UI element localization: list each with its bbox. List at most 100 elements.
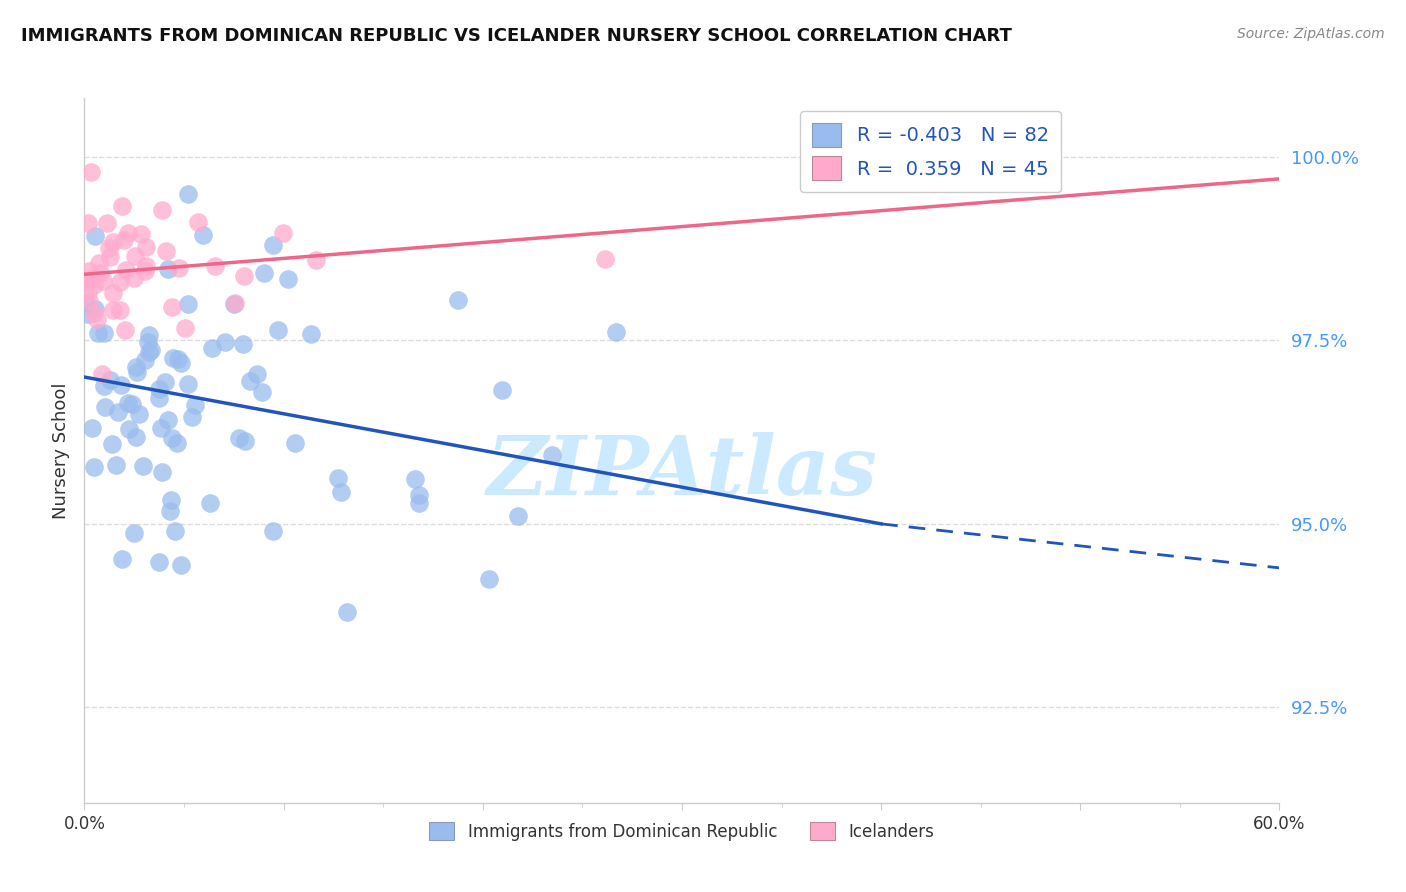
Point — [125, 430, 148, 444]
Point — [76, 216, 98, 230]
Point — [110, 199, 132, 213]
Y-axis label: Nursery School: Nursery School — [52, 382, 70, 519]
Point — [540, 448, 562, 462]
Point — [91, 274, 114, 288]
Point — [77, 307, 100, 321]
Point — [262, 238, 284, 252]
Point — [176, 186, 198, 201]
Point — [96, 216, 118, 230]
Point — [163, 524, 186, 539]
Point — [97, 242, 120, 256]
Point — [184, 398, 207, 412]
Text: ZIPAtlas: ZIPAtlas — [486, 432, 877, 512]
Point — [111, 551, 134, 566]
Point — [326, 471, 349, 485]
Point — [103, 303, 125, 318]
Point — [138, 344, 160, 359]
Point — [408, 488, 430, 502]
Point — [93, 326, 115, 341]
Point — [233, 434, 256, 449]
Point — [159, 503, 181, 517]
Point — [136, 335, 159, 350]
Point — [121, 397, 143, 411]
Point — [174, 320, 197, 334]
Point — [191, 227, 214, 242]
Point — [101, 437, 124, 451]
Point — [153, 375, 176, 389]
Point — [232, 336, 254, 351]
Point — [267, 323, 290, 337]
Point — [124, 249, 146, 263]
Point — [75, 296, 97, 310]
Point — [112, 234, 135, 248]
Point — [228, 431, 250, 445]
Point — [167, 261, 190, 276]
Point — [170, 558, 193, 572]
Point — [271, 226, 294, 240]
Point — [117, 396, 139, 410]
Point — [150, 202, 173, 217]
Point — [94, 400, 117, 414]
Point — [83, 459, 105, 474]
Point — [284, 436, 307, 450]
Point — [181, 410, 204, 425]
Point — [86, 311, 108, 326]
Point — [593, 252, 616, 266]
Point — [304, 253, 326, 268]
Point — [246, 368, 269, 382]
Point — [98, 250, 121, 264]
Point — [83, 306, 105, 320]
Point — [330, 485, 353, 500]
Point — [239, 374, 262, 388]
Point — [508, 508, 530, 523]
Point — [252, 266, 274, 280]
Text: Source: ZipAtlas.com: Source: ZipAtlas.com — [1237, 27, 1385, 41]
Point — [167, 351, 190, 366]
Point — [201, 341, 224, 355]
Point — [110, 302, 132, 317]
Point — [80, 421, 103, 435]
Point — [166, 436, 188, 450]
Point — [105, 458, 128, 473]
Point — [198, 496, 221, 510]
Point — [122, 525, 145, 540]
Point — [118, 422, 141, 436]
Point — [135, 240, 157, 254]
Point — [299, 326, 322, 341]
Point — [129, 227, 152, 241]
Point — [135, 259, 157, 273]
Point — [103, 286, 125, 301]
Point — [98, 373, 121, 387]
Point — [478, 572, 501, 586]
Point — [107, 405, 129, 419]
Point — [224, 296, 246, 310]
Point — [84, 229, 107, 244]
Point — [160, 300, 183, 314]
Point — [83, 301, 105, 316]
Text: IMMIGRANTS FROM DOMINICAN REPUBLIC VS ICELANDER NURSERY SCHOOL CORRELATION CHART: IMMIGRANTS FROM DOMINICAN REPUBLIC VS IC… — [21, 27, 1012, 45]
Point — [125, 365, 148, 379]
Legend: Immigrants from Dominican Republic, Icelanders: Immigrants from Dominican Republic, Icel… — [423, 816, 941, 847]
Point — [138, 327, 160, 342]
Point — [404, 472, 426, 486]
Point — [80, 271, 103, 285]
Point — [262, 524, 284, 538]
Point — [148, 382, 170, 396]
Point — [605, 325, 627, 339]
Point — [77, 293, 100, 308]
Point — [80, 165, 103, 179]
Point — [76, 275, 98, 289]
Point — [408, 496, 430, 510]
Point — [177, 297, 200, 311]
Point — [114, 323, 136, 337]
Point — [170, 356, 193, 370]
Point — [108, 275, 131, 289]
Point — [222, 297, 245, 311]
Point — [122, 271, 145, 285]
Point — [91, 368, 114, 382]
Point — [89, 266, 111, 280]
Point — [336, 605, 359, 619]
Point — [148, 391, 170, 405]
Point — [160, 493, 183, 508]
Point — [77, 285, 100, 299]
